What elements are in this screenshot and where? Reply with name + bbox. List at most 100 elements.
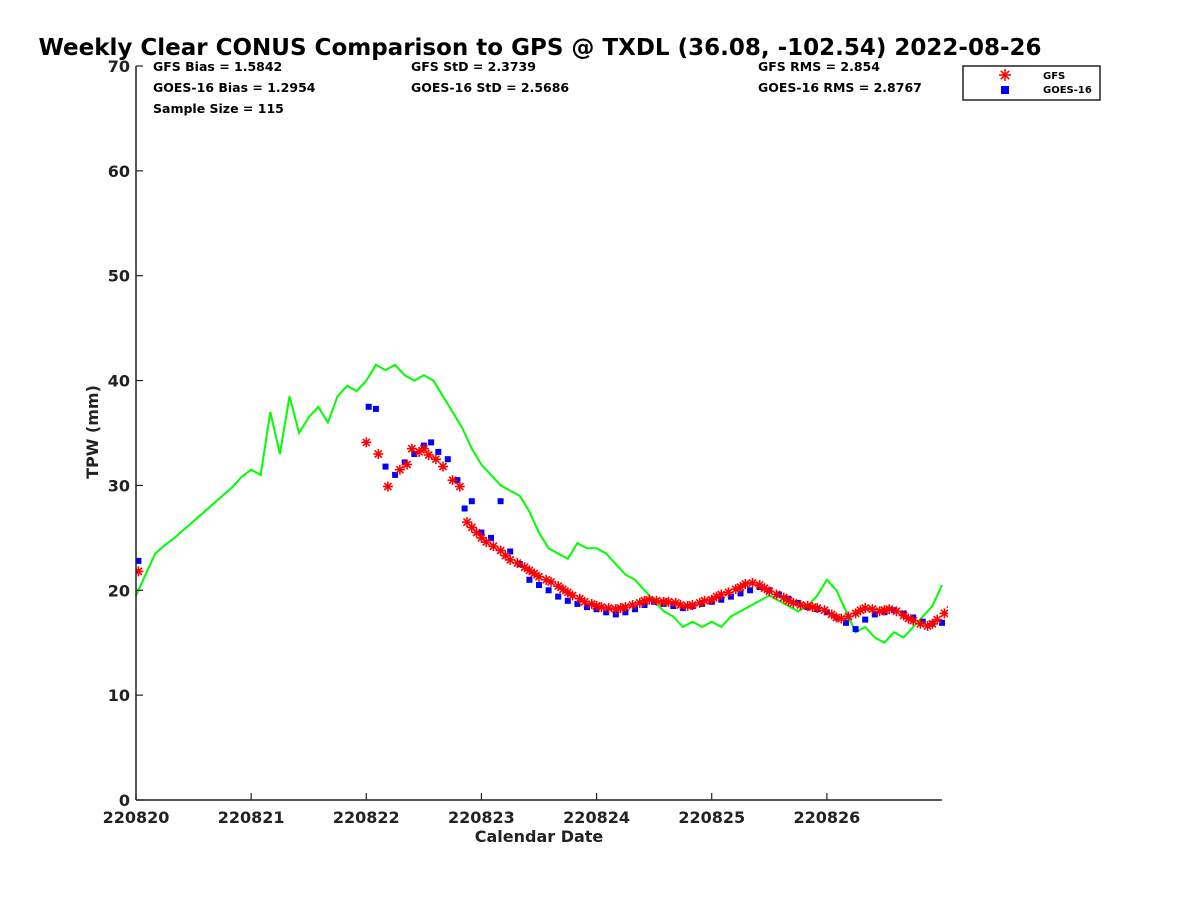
goes16-point xyxy=(862,616,869,623)
stat-sample-size: Sample Size = 115 xyxy=(153,101,284,116)
gfs-point xyxy=(430,454,441,465)
plot-series xyxy=(136,363,1166,644)
goes16-point xyxy=(545,587,552,594)
gfs-point xyxy=(1004,555,1014,565)
gfs-point xyxy=(481,537,492,548)
gfs-point xyxy=(546,576,556,587)
goes16-point xyxy=(603,609,610,616)
gfs-point xyxy=(951,597,961,607)
gfs-point xyxy=(836,613,847,624)
gfs-point xyxy=(867,604,878,615)
goes16-point xyxy=(444,456,451,463)
gfs-point xyxy=(1016,543,1026,553)
goes16-point xyxy=(747,587,754,594)
gfs-points xyxy=(136,437,1060,631)
goes16-point xyxy=(718,596,725,603)
y-tick-label: 50 xyxy=(108,267,130,286)
gfs-point xyxy=(812,603,823,614)
goes16-point xyxy=(461,505,468,512)
goes16-point xyxy=(365,403,372,410)
goes16-point xyxy=(468,498,475,505)
goes16-point xyxy=(737,590,744,597)
goes16-point xyxy=(392,471,399,478)
stat-gfs-std: GFS StD = 2.3739 xyxy=(411,59,536,74)
goes16-point xyxy=(1045,556,1051,562)
gfs-point xyxy=(687,600,698,610)
gfs-point xyxy=(968,581,978,591)
gfs-point xyxy=(596,602,607,613)
gfs-point xyxy=(1045,514,1055,524)
goes16-point xyxy=(1025,575,1031,581)
goes16-point xyxy=(1083,518,1089,524)
goes16-point xyxy=(997,594,1003,600)
gfs-point xyxy=(980,572,990,582)
gfs-point xyxy=(975,576,985,586)
goes16-point xyxy=(372,405,379,412)
gfs-point xyxy=(402,459,413,470)
gfs-point xyxy=(663,596,674,607)
gfs-point xyxy=(438,461,448,472)
gfs-point xyxy=(891,606,902,617)
goes16-point xyxy=(1064,533,1070,539)
gfs-point xyxy=(558,584,568,595)
goes16-point xyxy=(987,600,993,606)
goes16-point xyxy=(536,582,542,588)
goes16-point xyxy=(411,451,418,457)
goes16-point xyxy=(1112,519,1118,525)
axes: 0 10 20 30 40 50 60 70 220820 220821 220822 220823 2… xyxy=(103,57,942,827)
y-tick-label: 20 xyxy=(108,581,130,600)
gfs-point xyxy=(373,449,384,459)
goes16-point xyxy=(1150,489,1156,495)
y-tick-label: 30 xyxy=(108,476,130,495)
goes16-point xyxy=(516,561,523,568)
gfs-point xyxy=(495,545,506,556)
x-tick-label: 220824 xyxy=(563,808,630,827)
goes16-point xyxy=(1131,510,1137,516)
gfs-point xyxy=(740,579,751,589)
goes16-point xyxy=(949,617,955,623)
gfs-point xyxy=(1028,530,1038,540)
goes16-point xyxy=(1160,454,1166,460)
x-tick-label: 220822 xyxy=(333,808,400,827)
y-axis-label: TPW (mm) xyxy=(83,385,102,479)
y-tick-label: 40 xyxy=(108,372,130,391)
stat-goes-bias: GOES-16 Bias = 1.2954 xyxy=(153,80,316,95)
goes16-point xyxy=(428,439,435,446)
gfs-point xyxy=(956,592,966,602)
gfs-point xyxy=(418,443,429,454)
goes16-point xyxy=(488,534,494,541)
goes16-point xyxy=(507,548,514,555)
goes16-point xyxy=(1054,540,1060,546)
gfs-point xyxy=(927,618,938,629)
gfs-point xyxy=(716,589,727,600)
gfs-point xyxy=(620,602,631,613)
goes16-point xyxy=(382,463,389,470)
x-tick-label: 220823 xyxy=(448,808,515,827)
goes16-point xyxy=(1141,503,1147,509)
gfs-point xyxy=(488,541,499,552)
x-axis-label: Calendar Date xyxy=(475,827,604,846)
goes16-point xyxy=(1035,566,1041,572)
gfs-point xyxy=(651,595,662,606)
goes16-point xyxy=(977,605,983,611)
gfs-point xyxy=(788,597,799,608)
goes16-point xyxy=(1016,581,1022,587)
goes16-point xyxy=(1121,518,1127,524)
gfs-point xyxy=(946,603,948,611)
gfs-point xyxy=(382,481,393,492)
stat-goes-rms: GOES-16 RMS = 2.8767 xyxy=(758,80,922,95)
gfs-point xyxy=(1050,512,1060,522)
legend: GFS GOES-16 xyxy=(962,65,1101,101)
goes16-point xyxy=(564,597,571,604)
gfs-point xyxy=(512,558,523,568)
goes16-point xyxy=(497,498,504,505)
stat-goes-std: GOES-16 StD = 2.5686 xyxy=(411,80,569,95)
goes16-point xyxy=(632,606,638,613)
gfs-point xyxy=(884,604,895,615)
goes16-point xyxy=(1073,521,1079,527)
gfs-point xyxy=(795,600,806,610)
goes16-point xyxy=(526,576,533,583)
x-tick-label: 220825 xyxy=(678,808,745,827)
goes16-point xyxy=(622,609,629,616)
y-tick-label: 0 xyxy=(119,791,130,810)
